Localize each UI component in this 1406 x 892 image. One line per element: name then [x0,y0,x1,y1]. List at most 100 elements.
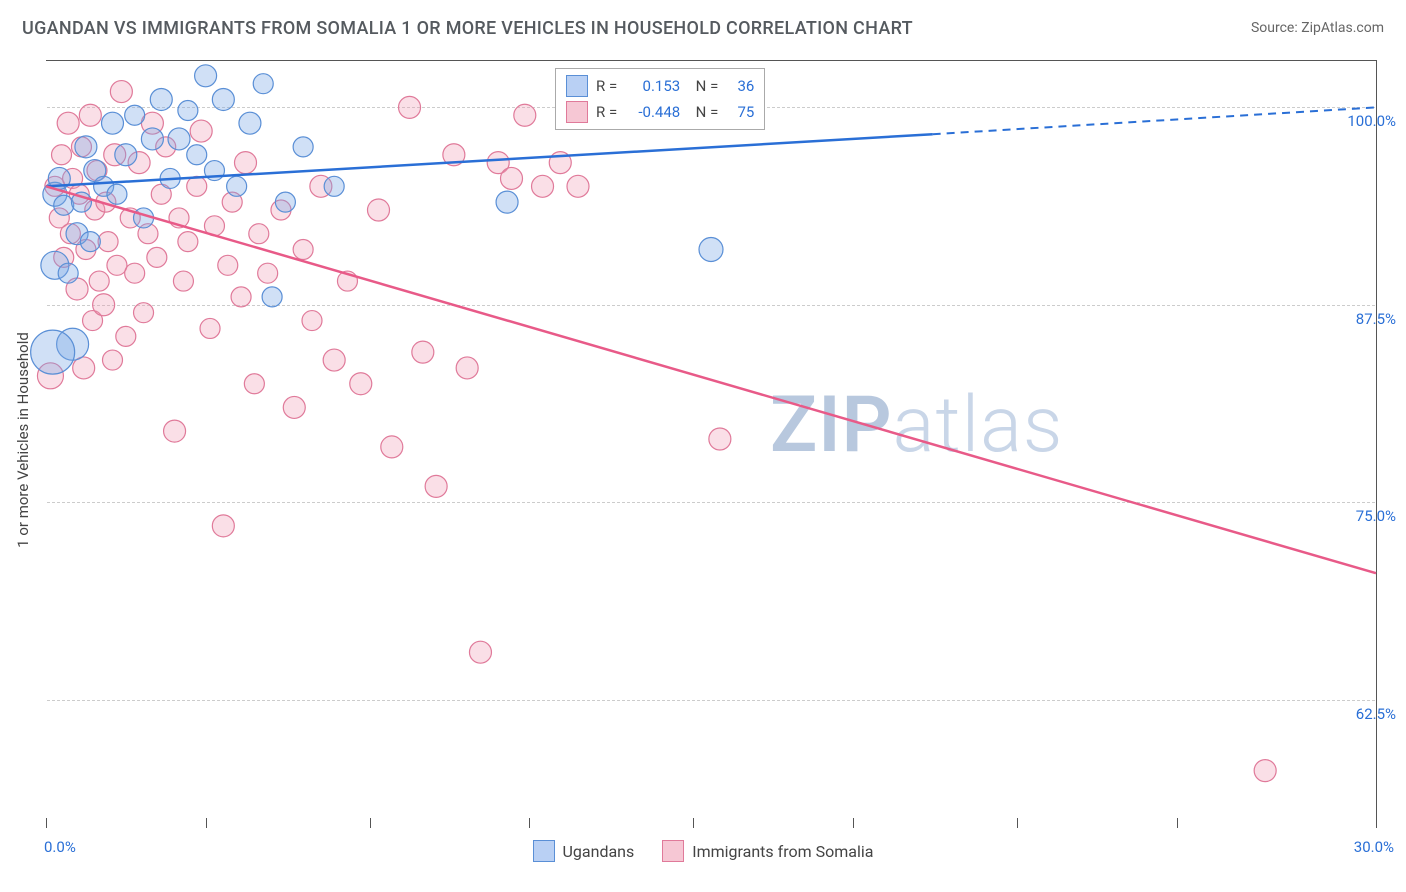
data-point [52,145,72,165]
data-point [195,65,217,87]
data-point [150,88,172,110]
n-label: N = [688,103,718,121]
data-point [253,74,273,94]
data-point [212,88,234,110]
data-point [258,263,278,283]
data-point [302,311,322,331]
data-point [57,112,79,134]
data-point [324,176,344,196]
data-point [425,475,447,497]
data-point [75,136,97,158]
data-point [141,128,163,150]
data-point [102,112,124,134]
data-point [31,330,75,374]
data-point [218,255,238,275]
data-point [293,137,313,157]
n-label: N = [688,77,718,95]
x-tick [1376,818,1377,828]
data-point [496,191,518,213]
data-point [54,195,74,215]
r-value-pink: -0.448 [625,103,680,121]
data-point [709,428,731,450]
legend-row-blue: R = 0.153 N = 36 [566,73,754,99]
data-point [227,176,247,196]
r-label: R = [596,103,617,121]
x-tick [370,818,371,828]
swatch-blue [533,840,555,862]
swatch-pink [662,840,684,862]
r-label: R = [596,77,617,95]
data-point [187,176,207,196]
data-point [89,271,109,291]
data-point [249,224,269,244]
data-point [110,81,132,103]
legend-label-pink: Immigrants from Somalia [692,842,873,861]
x-min-label: 0.0% [44,838,76,856]
legend-label-blue: Ugandans [563,842,635,861]
data-point [125,263,145,283]
data-point [501,167,523,189]
data-point [350,373,372,395]
data-point [283,396,305,418]
legend-row-pink: R = -0.448 N = 75 [566,99,754,125]
data-point [164,420,186,442]
data-point [1254,760,1276,782]
data-point [323,349,345,371]
data-point [79,104,101,126]
data-point [178,101,198,121]
data-point [134,303,154,323]
x-max-label: 30.0% [1354,838,1394,856]
data-point [107,184,127,204]
data-point [212,515,234,537]
x-tick [1017,818,1018,828]
data-point [239,112,261,134]
x-tick [529,818,530,828]
data-point [514,104,536,126]
data-point [93,294,115,316]
swatch-pink [566,101,588,123]
data-point [103,350,123,370]
x-tick [853,818,854,828]
r-value-blue: 0.153 [625,77,680,95]
n-value-blue: 36 [726,77,754,95]
x-tick [693,818,694,828]
legend-item-pink: Immigrants from Somalia [662,840,873,862]
source-label: Source: ZipAtlas.com [1251,20,1384,36]
data-point [58,263,78,283]
x-tick [206,818,207,828]
trend-line [933,107,1376,134]
data-point [98,232,118,252]
x-tick [46,818,47,828]
data-point [125,105,145,125]
data-point [231,287,251,307]
data-point [178,232,198,252]
data-point [293,240,313,260]
data-point [107,255,127,275]
n-value-pink: 75 [726,103,754,121]
data-point [412,341,434,363]
data-point [567,175,589,197]
data-point [235,152,257,174]
data-point [115,144,137,166]
data-point [381,436,403,458]
data-point [187,145,207,165]
data-point [399,96,421,118]
data-point [168,128,190,150]
data-point [469,641,491,663]
data-point [190,120,212,142]
swatch-blue [566,75,588,97]
x-tick [1177,818,1178,828]
series-legend: Ugandans Immigrants from Somalia [0,840,1406,866]
data-point [368,199,390,221]
data-point [456,357,478,379]
data-point [275,192,295,212]
data-point [200,318,220,338]
chart-canvas [46,60,1376,818]
data-point [80,232,100,252]
chart-title: UGANDAN VS IMMIGRANTS FROM SOMALIA 1 OR … [22,18,913,39]
y-axis-title: 1 or more Vehicles in Household [14,332,32,548]
data-point [262,287,282,307]
correlation-legend: R = 0.153 N = 36 R = -0.448 N = 75 [555,68,765,130]
data-point [147,247,167,267]
data-point [532,175,554,197]
